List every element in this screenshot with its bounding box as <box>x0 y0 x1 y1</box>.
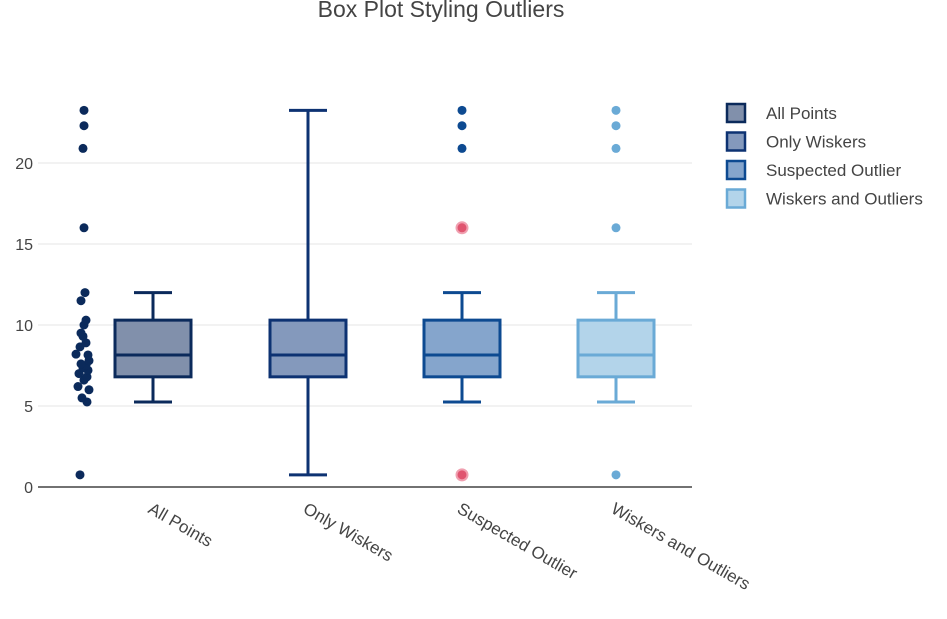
outlier-point <box>611 121 621 131</box>
legend-item[interactable]: Wiskers and Outliers <box>725 188 923 209</box>
y-tick-label: 5 <box>24 399 33 416</box>
outlier-point <box>611 470 621 480</box>
legend-label: Only Wiskers <box>766 133 866 152</box>
y-tick-label: 20 <box>15 156 33 173</box>
data-point <box>76 328 86 338</box>
outlier-point <box>457 105 467 115</box>
outlier-point <box>611 143 621 153</box>
legend[interactable]: All Points Only Wiskers Suspected Outlier W… <box>725 102 923 209</box>
boxes-layer <box>71 105 656 482</box>
data-point <box>78 143 88 153</box>
legend-swatch <box>725 131 747 152</box>
data-point <box>81 315 91 325</box>
legend-swatch <box>725 102 747 124</box>
outlier-point <box>457 121 467 131</box>
outlier-point <box>611 223 621 233</box>
x-category-label: Suspected Outlier <box>454 499 581 583</box>
box-body <box>576 318 656 379</box>
x-category-label: Wiskers and Outliers <box>608 499 753 594</box>
suspected-outlier-point <box>455 468 469 482</box>
box-4 <box>576 105 656 480</box>
data-point <box>79 223 89 233</box>
box-body <box>113 318 193 379</box>
box-body <box>422 318 502 379</box>
legend-swatch <box>725 188 747 209</box>
data-point <box>77 393 87 403</box>
legend-swatch <box>725 159 747 181</box>
x-axis-categories: All Points Only Wiskers Suspected Outlier W… <box>145 499 753 594</box>
suspected-outlier-point <box>455 221 469 235</box>
x-category-label: Only Wiskers <box>300 499 396 566</box>
legend-label: Suspected Outlier <box>766 161 901 180</box>
data-point <box>71 349 81 359</box>
data-point <box>76 359 86 369</box>
outlier-point <box>611 105 621 115</box>
legend-label: All Points <box>766 104 837 123</box>
data-point <box>84 385 94 395</box>
y-tick-label: 10 <box>15 318 33 335</box>
data-point <box>79 105 89 115</box>
data-point <box>79 121 89 131</box>
data-point <box>75 470 85 480</box>
y-tick-label: 0 <box>24 480 33 497</box>
legend-label: Wiskers and Outliers <box>766 190 923 209</box>
box-1 <box>71 105 193 480</box>
chart-title: Box Plot Styling Outliers <box>318 0 565 22</box>
box-3 <box>422 105 502 482</box>
data-point <box>83 350 93 360</box>
box-2 <box>268 108 348 477</box>
legend-item[interactable]: All Points <box>725 102 837 124</box>
box-body <box>268 318 348 379</box>
outlier-point <box>457 143 467 153</box>
data-point <box>76 296 86 306</box>
y-tick-label: 15 <box>15 237 33 254</box>
legend-item[interactable]: Suspected Outlier <box>725 159 901 181</box>
x-category-label: All Points <box>145 499 216 551</box>
legend-item[interactable]: Only Wiskers <box>725 131 866 152</box>
y-axis-ticks: 0 5 10 15 20 <box>15 156 33 497</box>
data-point <box>73 382 83 392</box>
data-point <box>80 288 90 298</box>
